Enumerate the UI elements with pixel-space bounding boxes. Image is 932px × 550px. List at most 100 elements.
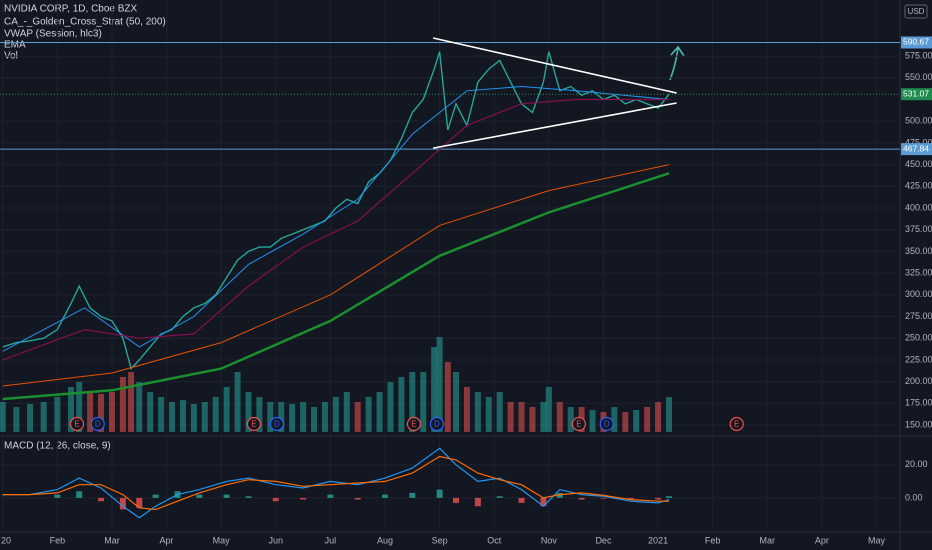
macd-histogram-bar <box>245 496 252 498</box>
x-tick-label: Feb <box>705 535 721 545</box>
x-tick-label: Apr <box>815 535 829 545</box>
macd-histogram-bar <box>119 497 126 510</box>
x-tick-label: Jul <box>325 535 337 545</box>
x-tick-label: 2021 <box>648 535 668 545</box>
price-line <box>2 51 670 370</box>
macd-histogram-bar <box>327 494 334 498</box>
volume-bar <box>436 337 443 432</box>
macd-macd-line <box>2 447 670 519</box>
y-tick-label: 200.00 <box>905 376 932 386</box>
y-tick-label: 575.00 <box>905 50 932 60</box>
x-tick-label: May <box>213 535 231 545</box>
volume-bar <box>67 387 74 432</box>
x-tick-label: 20 <box>1 535 11 545</box>
macd-histogram-bar <box>453 497 460 503</box>
x-tick-label: Feb <box>50 535 66 545</box>
y-tick-label: 225.00 <box>905 354 932 364</box>
volume-bar <box>665 397 672 432</box>
event-marker <box>69 416 85 432</box>
volume-bar <box>518 402 525 432</box>
volume-bar <box>633 410 640 432</box>
volume-bar <box>27 404 34 432</box>
currency-box[interactable] <box>904 4 928 19</box>
volume-bar <box>245 392 252 432</box>
volume-bar <box>147 392 154 432</box>
y-tick-label: 450.00 <box>905 159 932 169</box>
volume-bar <box>201 402 208 432</box>
volume-bar <box>453 372 460 432</box>
event-marker <box>429 416 444 432</box>
price-line <box>2 172 670 401</box>
x-tick-label: May <box>868 535 886 545</box>
indicator-label: VWAP (Session, hlc3) <box>4 29 102 40</box>
volume-bar <box>496 392 503 432</box>
last-price-label: 531.07 <box>903 88 929 98</box>
y-tick-label: 175.00 <box>905 398 932 408</box>
x-tick-label: Dec <box>595 535 612 545</box>
macd-histogram-bar <box>272 497 279 502</box>
y-tick-label: 375.00 <box>905 224 932 234</box>
volume-bar <box>76 382 83 432</box>
y-tick-label: 475.00 <box>905 137 932 147</box>
volume-bar <box>0 402 6 432</box>
y-tick-label: 150.00 <box>905 419 932 429</box>
volume-bar <box>13 407 20 432</box>
volume-bar <box>474 392 481 432</box>
volume-bar <box>289 404 296 432</box>
volume-bar <box>507 402 514 432</box>
macd-histogram-bar <box>578 497 585 500</box>
y-tick-label: 425.00 <box>905 181 932 191</box>
price-line <box>2 98 669 361</box>
y-tick-label: 400.00 <box>905 202 932 212</box>
volume-bar <box>98 394 105 432</box>
volume-bar <box>128 372 135 432</box>
volume-bar <box>54 397 61 432</box>
macd-histogram-bar <box>600 497 607 499</box>
volume-bar <box>87 392 94 432</box>
volume-bar <box>545 387 552 432</box>
macd-histogram-bar <box>354 497 361 500</box>
macd-histogram-bar <box>76 491 83 498</box>
volume-bar <box>212 397 219 432</box>
volume-bar <box>431 347 438 432</box>
x-tick-label: Mar <box>760 535 776 545</box>
y-tick-label: 20.00 <box>905 459 928 469</box>
event-marker <box>571 416 586 432</box>
event-label: D <box>604 420 610 429</box>
price-line <box>2 85 670 352</box>
macd-histogram-bar <box>518 497 525 503</box>
volume-bar <box>278 402 285 432</box>
level-label-box <box>901 143 932 156</box>
level-label: 590.67 <box>903 37 929 47</box>
x-tick-label: Mar <box>104 535 120 545</box>
event-marker <box>599 416 614 432</box>
y-tick-label: 275.00 <box>905 311 932 321</box>
x-tick-label: Aug <box>377 535 393 545</box>
macd-histogram-bar <box>627 497 634 500</box>
volume-bar <box>169 402 176 432</box>
x-tick-label: Nov <box>541 535 558 545</box>
volume-bar <box>485 397 492 432</box>
event-label: D <box>434 420 440 429</box>
indicator-label: CA_-_Golden_Cross_Strat (50, 200) <box>4 17 166 28</box>
macd-histogram-bar <box>136 497 143 508</box>
y-tick-label: 550.00 <box>905 72 932 82</box>
macd-histogram-bar <box>98 497 105 502</box>
y-tick-label: 0.00 <box>905 492 923 502</box>
y-tick-label: 500.00 <box>905 116 932 126</box>
macd-histogram-bar <box>436 489 443 498</box>
volume-bar <box>398 377 405 432</box>
macd-histogram-bar <box>382 494 389 498</box>
volume-bar <box>300 402 307 432</box>
event-marker <box>406 416 422 432</box>
volume-bar <box>332 397 339 432</box>
macd-histogram-bar <box>496 496 503 498</box>
event-label: E <box>411 420 416 429</box>
x-tick-label: Jun <box>269 535 284 545</box>
last-price-box <box>901 88 932 101</box>
event-label: E <box>251 420 256 429</box>
macd-histogram-bar <box>152 494 159 498</box>
volume-bar <box>256 397 263 432</box>
macd-signal-line <box>2 455 669 511</box>
